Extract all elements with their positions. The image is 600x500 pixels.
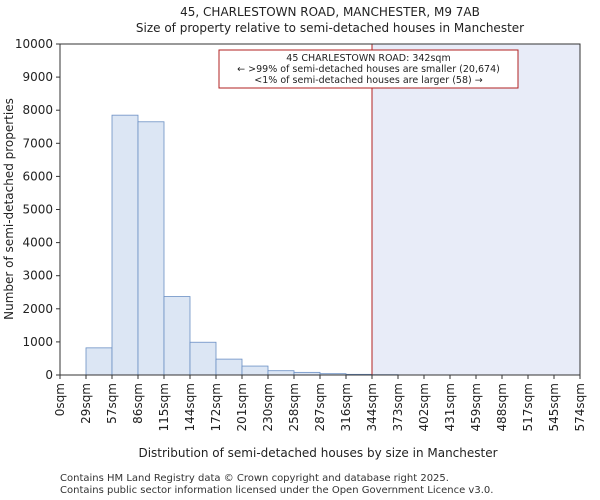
x-tick-label-459sqm: 459sqm — [469, 383, 483, 431]
annotation-line-3: <1% of semi-detached houses are larger (… — [254, 75, 482, 86]
footer-attribution-2: Contains public sector information licen… — [60, 485, 494, 496]
footer-attribution-1: Contains HM Land Registry data © Crown c… — [60, 473, 449, 484]
highlight-region — [372, 44, 580, 375]
y-tick-label-0: 0 — [45, 368, 53, 382]
x-tick-label-373sqm: 373sqm — [391, 383, 405, 431]
chart-title: 45, CHARLESTOWN ROAD, MANCHESTER, M9 7AB — [180, 5, 480, 19]
bar-144sqm — [189, 341, 217, 376]
x-tick-label-230sqm: 230sqm — [261, 383, 275, 431]
y-tick-label-6000: 6000 — [22, 169, 53, 183]
y-tick-label-9000: 9000 — [22, 70, 53, 84]
x-tick-label-258sqm: 258sqm — [287, 383, 301, 431]
x-tick-label-29sqm: 29sqm — [79, 383, 93, 424]
bar-29sqm — [85, 347, 113, 376]
x-tick-label-57sqm: 57sqm — [105, 383, 119, 424]
x-tick-label-201sqm: 201sqm — [235, 383, 249, 431]
plot-frame — [59, 43, 581, 376]
x-tick-label-287sqm: 287sqm — [313, 383, 327, 431]
histogram-chart: 45, CHARLESTOWN ROAD, MANCHESTER, M9 7AB… — [2, 5, 587, 460]
x-tick-label-431sqm: 431sqm — [443, 383, 457, 431]
x-tick-label-344sqm: 344sqm — [365, 383, 379, 431]
bar-57sqm — [111, 114, 139, 376]
x-tick-label-316sqm: 316sqm — [339, 383, 353, 431]
y-tick-label-10000: 10000 — [15, 37, 53, 51]
annotation-box: 45 CHARLESTOWN ROAD: 342sqm ← >99% of se… — [218, 49, 519, 89]
y-tick-label-1000: 1000 — [22, 335, 53, 349]
y-tick-label-8000: 8000 — [22, 103, 53, 117]
y-axis: 0 1000 2000 3000 4000 5000 6000 7000 8000 9000 100… — [15, 37, 60, 382]
y-tick-label-7000: 7000 — [22, 136, 53, 150]
annotation-rect — [218, 49, 519, 89]
y-axis-label: Number of semi-detached properties — [2, 98, 16, 320]
x-tick-label-488sqm: 488sqm — [495, 383, 509, 431]
x-tick-label-172sqm: 172sqm — [209, 383, 223, 431]
y-tick-label-5000: 5000 — [22, 203, 53, 217]
annotation-line-2: ← >99% of semi-detached houses are small… — [237, 64, 500, 75]
x-tick-label-517sqm: 517sqm — [521, 383, 535, 431]
bar-86sqm — [137, 121, 165, 376]
x-tick-label-115sqm: 115sqm — [157, 383, 171, 431]
x-tick-label-574sqm: 574sqm — [573, 383, 587, 431]
y-tick-label-3000: 3000 — [22, 269, 53, 283]
x-tick-label-402sqm: 402sqm — [417, 383, 431, 431]
x-axis-label: Distribution of semi-detached houses by … — [138, 446, 497, 460]
x-tick-label-0sqm: 0sqm — [53, 383, 67, 416]
y-tick-label-2000: 2000 — [22, 302, 53, 316]
x-tick-label-86sqm: 86sqm — [131, 383, 145, 424]
annotation-line-1: 45 CHARLESTOWN ROAD: 342sqm — [286, 53, 450, 64]
chart-subtitle: Size of property relative to semi-detach… — [136, 21, 524, 35]
bar-201sqm — [241, 365, 269, 376]
bar-172sqm — [215, 358, 243, 376]
bars-group — [85, 114, 399, 376]
bar-115sqm — [163, 296, 191, 376]
bar-230sqm — [267, 370, 295, 376]
x-tick-label-144sqm: 144sqm — [183, 383, 197, 431]
y-tick-label-4000: 4000 — [22, 236, 53, 250]
x-axis: 0sqm 29sqm 57sqm 86sqm 115sqm 144sqm 172sqm 201… — [53, 375, 587, 431]
x-tick-label-545sqm: 545sqm — [547, 383, 561, 431]
